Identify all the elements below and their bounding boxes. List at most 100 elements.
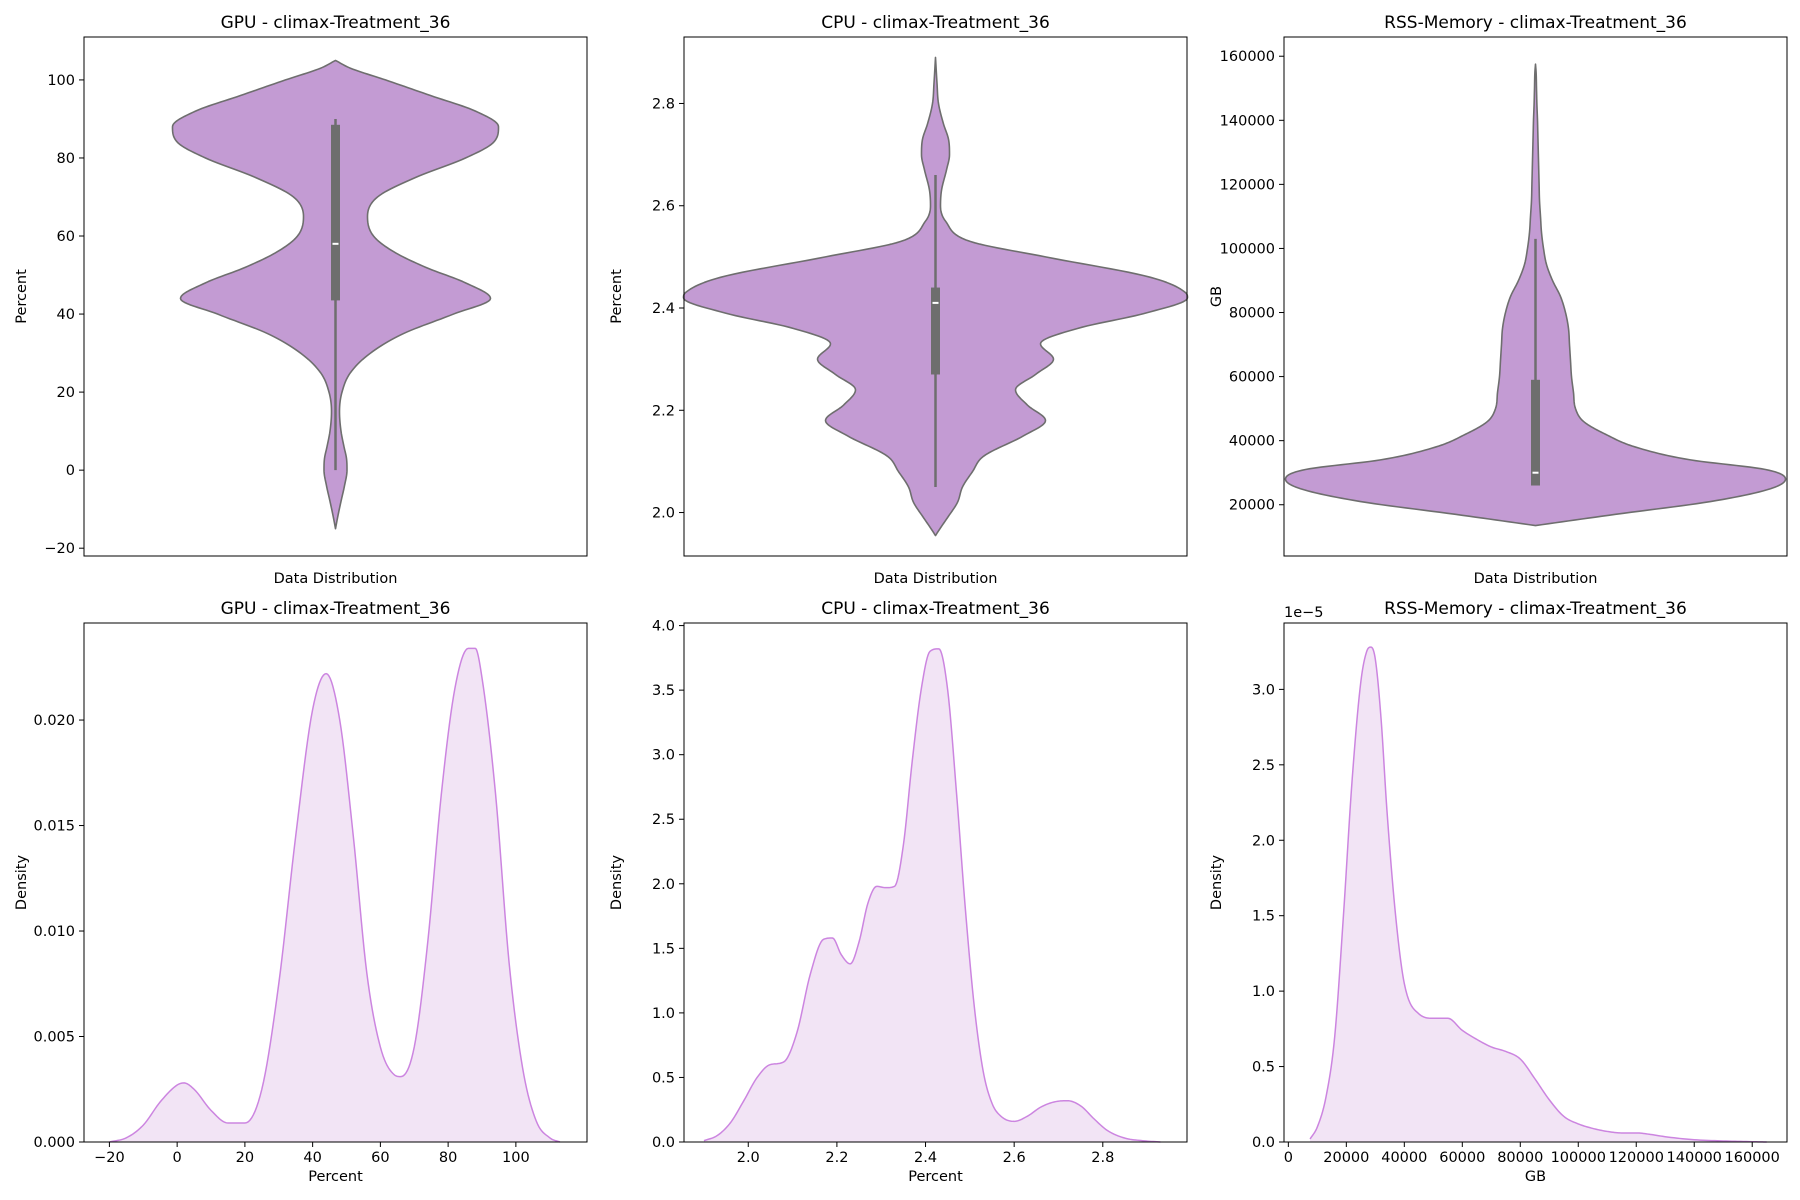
- y-axis-label: Percent: [609, 269, 625, 324]
- y-tick-label: 80: [57, 151, 75, 167]
- axes-frame: [1283, 36, 1788, 557]
- y-tick-label: 1.0: [652, 1006, 675, 1022]
- y-tick-label: 0.5: [652, 1070, 675, 1086]
- y-tick-label: 3.5: [652, 683, 675, 699]
- x-axis-label: Percent: [908, 1169, 963, 1185]
- y-tick-label: 2.0: [1252, 833, 1275, 849]
- y-tick-label: 2.8: [652, 96, 675, 112]
- kde-area-fill: [703, 648, 1161, 1142]
- y-tick-label: 0.005: [33, 1030, 75, 1046]
- x-tick-label: 80: [439, 1150, 457, 1166]
- x-tick-label: 60000: [1439, 1150, 1485, 1166]
- y-tick-label: 0.010: [33, 924, 75, 940]
- y-tick-label: 0.020: [33, 713, 75, 729]
- x-axis-label: Data Distribution: [874, 571, 998, 587]
- chart-title: GPU - climax-Treatment_36: [221, 13, 451, 33]
- chart-title: CPU - climax-Treatment_36: [821, 599, 1050, 619]
- y-tick-label: 80000: [1229, 306, 1275, 322]
- axes-frame: [683, 622, 1188, 1143]
- y-tick-label: 2.2: [652, 403, 675, 419]
- x-axis-label: Percent: [308, 1169, 363, 1185]
- x-tick-label: 2.2: [825, 1150, 848, 1166]
- chart-panel-5: 2.0 2.2 2.4 2.6 2.8 0.0 0.5 1.0 1.5 2.0 2.5 3.0 3.5 4…: [609, 599, 1188, 1185]
- y-tick-label: −20: [44, 541, 75, 557]
- x-tick-label: 120000: [1609, 1150, 1664, 1166]
- y-tick-label: 100000: [1220, 241, 1275, 257]
- y-tick-label: 120000: [1220, 177, 1275, 193]
- x-tick-label: 0: [173, 1150, 182, 1166]
- y-tick-label: 1.0: [1252, 984, 1275, 1000]
- chart-panel-3: 20000 40000 60000 80000 100000 120000 140000 16…: [1209, 13, 1788, 587]
- y-tick-label: 2.0: [652, 506, 675, 522]
- y-tick-label: 0.0: [1252, 1135, 1275, 1151]
- axes-frame: [683, 36, 1188, 557]
- x-tick-label: 20: [236, 1150, 254, 1166]
- y-tick-label: 2.4: [652, 301, 675, 317]
- chart-title: RSS-Memory - climax-Treatment_36: [1384, 13, 1687, 33]
- y-tick-label: 1.5: [652, 941, 675, 957]
- y-tick-label: 4.0: [652, 619, 675, 635]
- kde-curve: [1309, 646, 1767, 1143]
- x-tick-label: 100000: [1551, 1150, 1606, 1166]
- axes-frame: [1283, 622, 1788, 1143]
- kde-curve: [703, 648, 1161, 1143]
- x-tick-label: 160000: [1725, 1150, 1780, 1166]
- x-tick-label: 140000: [1667, 1150, 1722, 1166]
- y-tick-label: 2.6: [652, 199, 675, 215]
- y-tick-label: 2.0: [652, 877, 675, 893]
- axes-frame: [83, 36, 588, 557]
- x-tick-label: 20000: [1323, 1150, 1369, 1166]
- y-tick-label: 40: [57, 307, 75, 323]
- y-axis-label: GB: [1209, 286, 1225, 307]
- x-tick-label: 40: [303, 1150, 321, 1166]
- y-tick-label: 0.015: [33, 819, 75, 835]
- y-tick-label: 0.0: [652, 1135, 675, 1151]
- axis-offset-label: 1e−5: [1284, 605, 1324, 621]
- y-tick-label: 3.0: [652, 748, 675, 764]
- x-axis-label: GB: [1525, 1169, 1546, 1185]
- y-axis-label: Density: [1209, 855, 1225, 911]
- kde-area-fill: [1310, 647, 1767, 1142]
- x-tick-label: 2.0: [737, 1150, 760, 1166]
- y-axis-label: Density: [609, 855, 625, 911]
- x-tick-label: −20: [94, 1150, 125, 1166]
- y-tick-label: 3.0: [1252, 682, 1275, 698]
- x-axis-label: Data Distribution: [274, 571, 398, 587]
- y-tick-label: 2.5: [652, 812, 675, 828]
- x-tick-label: 60: [371, 1150, 389, 1166]
- chart-title: RSS-Memory - climax-Treatment_36: [1384, 599, 1687, 619]
- y-tick-label: 60: [57, 229, 75, 245]
- y-tick-label: 160000: [1220, 49, 1275, 65]
- violin-iqr-box: [1531, 379, 1540, 486]
- x-tick-label: 0: [1284, 1150, 1293, 1166]
- axes-frame: [83, 622, 588, 1143]
- y-axis-label: Density: [14, 855, 30, 911]
- chart-panel-1: −20 0 20 40 60 80 100 Data Distribution GPU - cl…: [14, 13, 588, 587]
- x-tick-label: 40000: [1381, 1150, 1427, 1166]
- y-tick-label: 1.5: [1252, 909, 1275, 925]
- y-tick-label: 60000: [1229, 370, 1275, 386]
- y-tick-label: 100: [47, 73, 75, 89]
- chart-title: CPU - climax-Treatment_36: [821, 13, 1050, 33]
- kde-curve: [109, 647, 561, 1143]
- y-axis-label: Percent: [14, 269, 30, 324]
- chart-panel-6: 0 20000 40000 60000 80000 100000 120000 140000 1…: [1209, 599, 1788, 1185]
- kde-area-fill: [109, 648, 560, 1142]
- chart-panel-2: 2.0 2.2 2.4 2.6 2.8 Data Distribution CPU - cl…: [609, 13, 1189, 587]
- violin-iqr-box: [331, 124, 340, 301]
- chart-panel-4: −20 0 20 40 60 80 100 0.000 0.005 0.010 0.015 0.020…: [14, 599, 588, 1185]
- x-tick-label: 2.6: [1003, 1150, 1026, 1166]
- y-tick-label: 140000: [1220, 113, 1275, 129]
- violin-iqr-box: [931, 287, 940, 375]
- x-tick-label: 2.4: [914, 1150, 937, 1166]
- x-tick-label: 80000: [1497, 1150, 1543, 1166]
- y-tick-label: 40000: [1229, 434, 1275, 450]
- chart-title: GPU - climax-Treatment_36: [221, 599, 451, 619]
- x-axis-label: Data Distribution: [1474, 571, 1598, 587]
- y-tick-label: 20: [57, 385, 75, 401]
- y-tick-label: 0: [66, 463, 75, 479]
- y-tick-label: 20000: [1229, 498, 1275, 514]
- y-tick-label: 2.5: [1252, 758, 1275, 774]
- x-tick-label: 2.8: [1091, 1150, 1114, 1166]
